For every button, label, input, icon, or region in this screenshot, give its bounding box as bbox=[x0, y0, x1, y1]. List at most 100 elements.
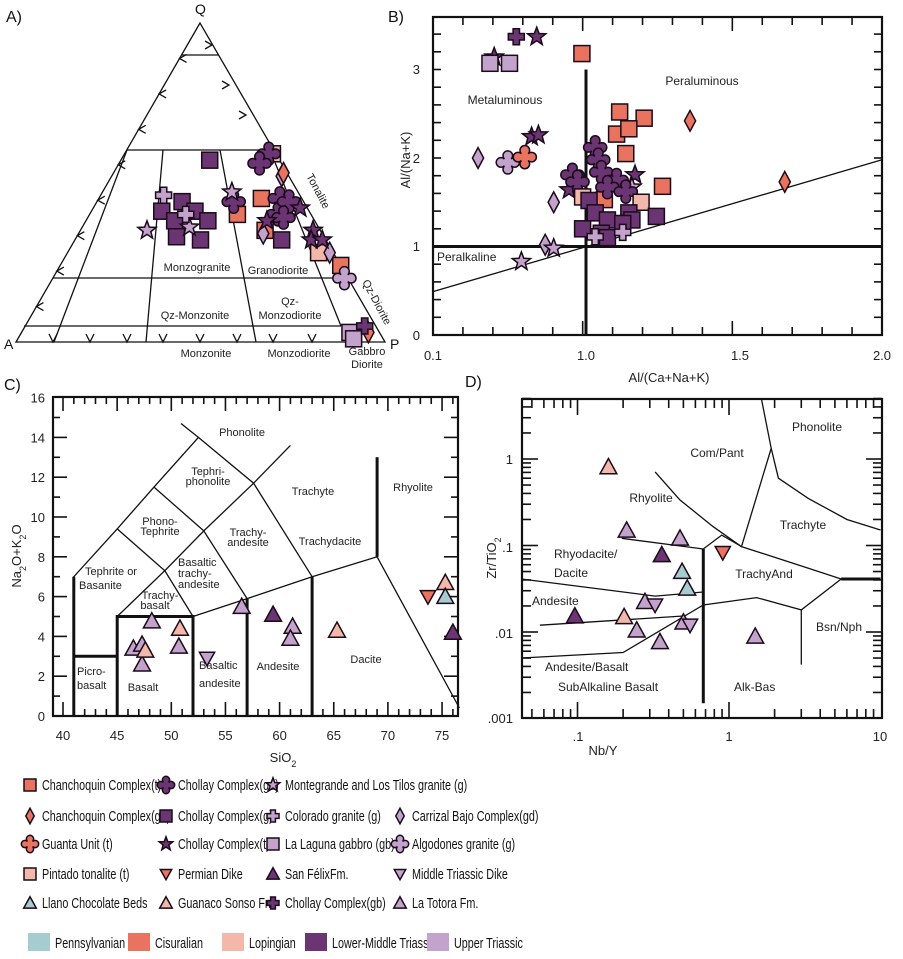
field-label: Trachyte bbox=[780, 518, 827, 532]
data-point-CBgd bbox=[323, 240, 337, 265]
legend-item: Colorado granite (g) bbox=[266, 807, 381, 824]
x-axis-label-text: SiO2 bbox=[270, 750, 297, 769]
x-tick-label: 40 bbox=[56, 728, 70, 743]
ternary-tick bbox=[158, 333, 168, 344]
field-boundary-line bbox=[115, 615, 195, 716]
x-axis-label: Al/(Ca+Na+K) bbox=[629, 370, 710, 385]
ternary-tick bbox=[204, 40, 214, 50]
ternary-tick bbox=[137, 124, 146, 134]
field-label: andesite bbox=[199, 678, 241, 690]
data-point-GS bbox=[598, 456, 619, 475]
x-tick-label: 10 bbox=[873, 729, 887, 744]
data-points bbox=[135, 141, 375, 348]
data-point-CHgd bbox=[595, 174, 620, 200]
y-tick-label: 0 bbox=[413, 328, 420, 343]
y-axis-label: Na2O+K2O bbox=[9, 524, 28, 587]
legend: Chanchoquin Complex(t) Chanchoquin Comple… bbox=[20, 775, 538, 911]
period-label: Lower-Middle Triassic bbox=[332, 934, 437, 951]
legend-item: Carrizal Bajo Complex(gd) bbox=[394, 806, 538, 826]
data-points bbox=[123, 572, 463, 672]
field-label: Basalt bbox=[128, 682, 159, 694]
ternary-tick bbox=[307, 333, 317, 344]
field-boundary-line bbox=[521, 578, 842, 659]
y-tick-label: .1 bbox=[502, 540, 513, 555]
data-point-MLT bbox=[178, 215, 201, 237]
data-point-CBgd bbox=[547, 190, 561, 215]
ternary-ticks bbox=[35, 40, 317, 344]
x-tick-label: 45 bbox=[110, 728, 124, 743]
ternary-frame bbox=[14, 21, 387, 343]
legend-label: Carrizal Bajo Complex(gd) bbox=[412, 807, 538, 824]
data-point-MTD bbox=[681, 618, 699, 635]
legend-item: Chollay Complex(g) bbox=[159, 807, 273, 824]
field-label: Bsn/Nph bbox=[816, 620, 862, 634]
data-points bbox=[471, 25, 792, 272]
x-tick-label: .1 bbox=[573, 729, 584, 744]
data-point-CCt bbox=[610, 103, 629, 121]
star-marker-icon bbox=[157, 834, 175, 852]
panel-c-title: C) bbox=[4, 377, 21, 394]
data-point-LT bbox=[627, 620, 647, 638]
legend-label: Chollay Complex(g) bbox=[178, 807, 273, 824]
legend-label: Montegrande and Los Tilos granite (g) bbox=[285, 776, 467, 793]
field-boundary-line bbox=[654, 471, 881, 580]
field-label: Picro- bbox=[77, 666, 106, 678]
period-swatch bbox=[222, 933, 244, 951]
field-label: Monzogranite bbox=[164, 262, 231, 274]
y-tick-label: 6 bbox=[38, 590, 45, 605]
field-label: Andesite bbox=[532, 594, 579, 608]
field-label: Qz- bbox=[281, 296, 299, 308]
field-label: SubAlkaline Basalt bbox=[558, 680, 659, 694]
tas-plot: Phonolite Tephri- phonolite Phono- Tephr… bbox=[9, 391, 463, 769]
data-point-CHt bbox=[527, 123, 550, 145]
field-boundary-line bbox=[432, 159, 883, 293]
triangle-down-marker-icon bbox=[393, 868, 407, 882]
data-point-PD bbox=[419, 589, 437, 606]
x-tick-label: 1.5 bbox=[731, 348, 749, 363]
data-point-LLgb bbox=[344, 330, 363, 348]
data-point-LCB bbox=[435, 586, 455, 605]
field-boundary-line bbox=[740, 399, 772, 547]
period-swatch bbox=[427, 933, 449, 951]
ternary-tick bbox=[232, 333, 242, 344]
x-tick-label: 2.0 bbox=[873, 348, 891, 363]
ternary-tick bbox=[178, 53, 187, 64]
field-boundary-line bbox=[621, 534, 742, 550]
ternary-tick bbox=[221, 80, 231, 90]
legend-item: Permian Dike bbox=[159, 865, 243, 882]
tick-labels: 40 45 50 55 60 65 70 75 0 2 4 6 8 10 12 14 16 bbox=[31, 391, 450, 743]
ternary-tick bbox=[85, 333, 95, 344]
legend-label: Chollay Complex(gd) bbox=[178, 776, 279, 793]
data-point-MTD bbox=[198, 651, 216, 668]
panel-d-title: D) bbox=[465, 374, 482, 391]
vertex-p-label: P bbox=[390, 336, 399, 352]
y-tick-label: 3 bbox=[413, 62, 420, 77]
data-point-LT bbox=[169, 636, 189, 654]
data-point-PD bbox=[713, 545, 732, 562]
x-axis-label: SiO2 bbox=[270, 750, 297, 769]
data-point-LLgb bbox=[500, 54, 519, 73]
data-point-LT bbox=[670, 528, 690, 546]
data-point-CHgd bbox=[247, 151, 272, 176]
legend-item: Montegrande and Los Tilos granite (g) bbox=[264, 775, 467, 793]
star-marker-icon bbox=[264, 775, 282, 793]
data-point-LT bbox=[616, 520, 637, 538]
y-axis-label: Al/(Na+K) bbox=[398, 132, 413, 189]
field-boundary-line bbox=[539, 615, 684, 626]
x-tick-label: 1 bbox=[725, 729, 732, 744]
data-point-LT bbox=[280, 628, 301, 646]
axis-ticks bbox=[53, 397, 458, 716]
legend-item: Chollay Complex(t) bbox=[157, 834, 270, 852]
data-point-CBgd bbox=[471, 146, 485, 170]
period-legend: Pennsylvanian Cisuralian Lopingian Lower-Mi… bbox=[28, 933, 523, 951]
winchester-floyd-plot: Phonolite Com/Pant Rhyolite Trachyte Rhy… bbox=[484, 397, 887, 758]
data-point-CHg bbox=[647, 207, 666, 226]
panel-a-title: A) bbox=[6, 9, 22, 26]
data-point-CHg bbox=[191, 231, 210, 249]
x-tick-label: 75 bbox=[435, 728, 449, 743]
period-legend-item: Upper Triassic bbox=[427, 933, 523, 951]
quatrefoil-marker-icon bbox=[156, 775, 176, 795]
data-point-LCB bbox=[677, 578, 697, 596]
legend-label: Chollay Complex(gb) bbox=[285, 894, 386, 911]
legend-label: Chanchoquin Complex(gd) bbox=[42, 807, 170, 824]
